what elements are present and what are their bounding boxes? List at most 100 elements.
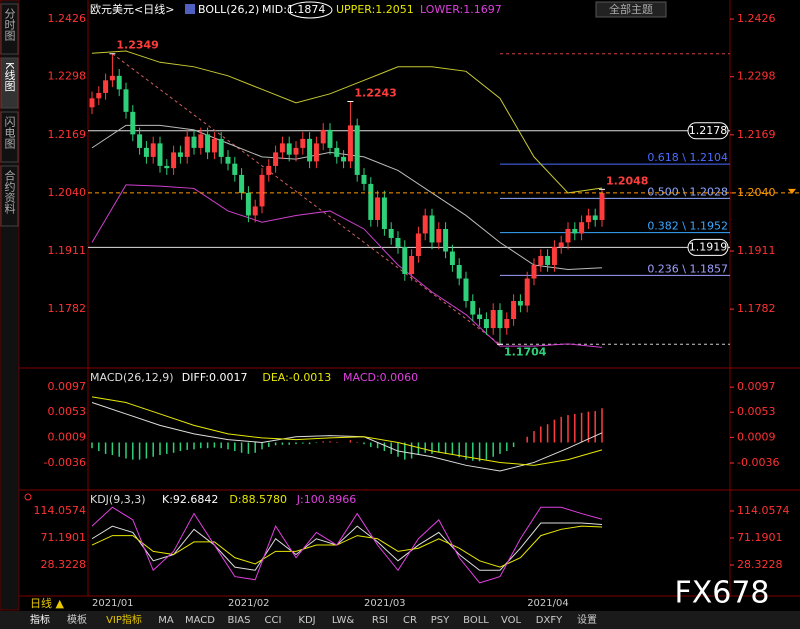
toolbar-tab[interactable]: 设置	[577, 614, 597, 626]
theme-button-label[interactable]: 全部主题	[609, 2, 653, 16]
fib-label: 0.500 \ 1.2028	[647, 185, 728, 198]
boll-line	[91, 50, 603, 194]
indicator-icon	[185, 4, 195, 14]
highlight-circle	[287, 1, 333, 19]
boll-upper: UPPER:1.2051	[336, 3, 414, 16]
toolbar-tab[interactable]: BIAS	[228, 615, 251, 626]
candle-body	[225, 156, 231, 164]
side-tab[interactable]	[0, 57, 19, 109]
toolbar-tab[interactable]: RSI	[372, 615, 388, 626]
toolbar-tab[interactable]: VIP指标	[106, 613, 142, 626]
fib-label: 0.382 \ 1.1952	[647, 220, 728, 233]
extreme-label: 1.2243	[354, 86, 396, 99]
candle-body	[245, 192, 251, 216]
candle-body	[320, 129, 326, 144]
candle-body	[137, 134, 143, 148]
candle-body	[375, 197, 381, 220]
y-tick-label-right: -0.0036	[737, 456, 779, 469]
toolbar-tab[interactable]: DXFY	[536, 615, 563, 626]
y-tick-label-left: 1.2298	[48, 70, 87, 83]
x-tick-label: 2021/03	[364, 598, 406, 609]
candle-body	[524, 278, 530, 306]
level-label: 1.2178	[689, 124, 728, 137]
toolbar-tab[interactable]: MA	[158, 615, 174, 626]
candle-body	[164, 165, 170, 169]
macd-line	[91, 402, 603, 472]
x-tick-label: 2021/02	[228, 598, 270, 609]
candle-body	[205, 134, 211, 153]
y-tick-label-left: 114.0574	[34, 504, 87, 517]
candle-body	[592, 215, 598, 220]
settings-dot[interactable]	[24, 493, 32, 501]
level-badge	[687, 122, 729, 140]
candle-body	[429, 215, 435, 243]
panel-readout: K:92.6842	[162, 493, 218, 506]
candle-body	[307, 138, 313, 162]
theme-button[interactable]	[595, 1, 667, 18]
candle-body	[402, 246, 408, 275]
side-tab-label[interactable]: 闪电图	[3, 115, 16, 150]
toolbar-tab[interactable]: 指标	[30, 613, 50, 626]
y-tick-label-left: 1.1911	[48, 244, 87, 257]
panel-readout: J:100.8966	[296, 493, 356, 506]
toolbar-tab[interactable]: MACD	[185, 615, 215, 626]
candle-body	[157, 143, 163, 166]
side-tab[interactable]	[0, 111, 19, 163]
toolbar-tab[interactable]: VOL	[501, 615, 522, 626]
extreme-label: 1.1704	[504, 345, 547, 358]
y-tick-label-left: 71.1901	[41, 531, 87, 544]
candle-body	[293, 147, 299, 155]
indicator-name: BOLL(26,2)	[198, 3, 259, 16]
toolbar-tab[interactable]: CCI	[265, 615, 282, 626]
toolbar-tab[interactable]: CR	[403, 615, 417, 626]
side-tab[interactable]	[0, 3, 19, 55]
kdj-line	[91, 506, 603, 584]
kdj-line	[91, 525, 603, 568]
y-tick-label-left: 1.2169	[48, 128, 87, 141]
candle-body	[191, 136, 197, 148]
y-tick-label-left: 0.0053	[48, 405, 87, 418]
symbol-title: 欧元美元<日线>	[90, 2, 174, 16]
y-tick-label-left: 1.2426	[48, 12, 87, 25]
candle-body	[211, 138, 217, 153]
candle-body	[334, 147, 340, 157]
candle-body	[116, 75, 122, 90]
candle-body	[286, 143, 292, 155]
period-button[interactable]: 日线 ▲	[30, 596, 64, 610]
side-tab-label[interactable]: 分时图	[3, 8, 16, 42]
side-tab-label[interactable]: 合约资料	[3, 169, 16, 215]
y-tick-label-right: 0.0009	[737, 430, 776, 443]
y-tick-label-right: 0.0053	[737, 405, 776, 418]
candle-body	[327, 129, 333, 148]
candle-body	[143, 147, 149, 157]
candle-body	[171, 152, 177, 169]
toolbar-tab[interactable]: BOLL	[463, 615, 489, 626]
toolbar-tab[interactable]: LW&	[332, 615, 355, 626]
x-tick-label: 2021/04	[527, 598, 569, 609]
extreme-label: 1.2349	[116, 39, 158, 52]
candle-body	[130, 111, 136, 135]
side-tab[interactable]	[0, 165, 19, 227]
candle-body	[504, 319, 510, 329]
candle-body	[483, 319, 489, 329]
level-badge	[687, 238, 729, 256]
candle-body	[279, 143, 285, 153]
candle-body	[517, 301, 523, 306]
candle-body	[313, 143, 319, 162]
toolbar-tab[interactable]: PSY	[431, 615, 450, 626]
fib-label: 0.236 \ 1.1857	[647, 262, 728, 275]
side-tab-label[interactable]: K线图	[3, 62, 16, 92]
candle-body	[123, 89, 129, 112]
candle-body	[368, 183, 374, 220]
candle-body	[415, 233, 421, 256]
y-tick-label-left: 0.0097	[48, 380, 87, 393]
toolbar-tab[interactable]: KDJ	[298, 615, 315, 626]
candle-body	[449, 251, 455, 266]
toolbar-tab[interactable]: 模板	[67, 613, 87, 626]
candle-body	[198, 134, 204, 148]
candle-body	[531, 265, 537, 279]
candle-body	[511, 301, 517, 320]
